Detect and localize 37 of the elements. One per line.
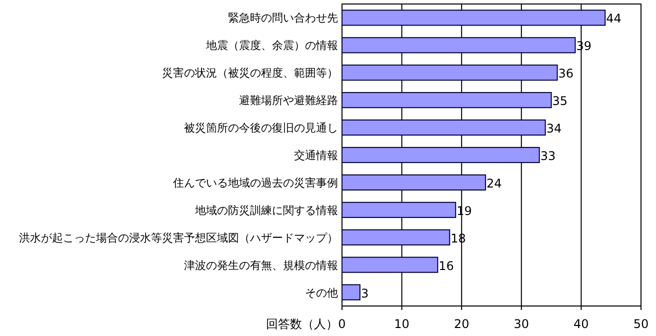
y-tick-label: 災害の状況（被災の程度、範囲等） [162,66,338,80]
bar [342,92,552,108]
bar [342,64,558,81]
y-tick-label: 地震（震度、余震）の情報 [205,39,338,52]
bar [342,146,540,164]
bar [342,284,360,300]
bar [342,119,546,136]
data-label: 34 [546,122,562,136]
y-tick-label: 住んでいる地域の過去の災害事例 [173,176,338,190]
bar [342,37,576,54]
bar [342,229,450,246]
data-label: 3 [360,286,369,300]
x-tick-label: 30 [514,317,530,331]
data-label: 44 [606,12,622,26]
bar [342,202,456,218]
y-tick-label: その他 [305,286,338,300]
data-label: 36 [558,66,574,81]
x-tick-label: 20 [454,317,470,331]
x-axis-title: 回答数（人） [266,317,338,331]
bar [342,10,606,26]
data-label: 24 [486,176,502,190]
y-tick-label: 洪水が起こった場合の浸水等災害予想区域図（ハザードマップ） [19,231,338,244]
x-tick-label: 50 [633,317,649,331]
data-label: 33 [540,149,556,163]
x-tick-label: 40 [574,317,589,331]
bar [342,174,486,191]
y-tick-label: 地域の防災訓練に関する情報 [194,204,338,217]
y-tick-label: 避難場所や避難経路 [239,94,338,108]
x-tick-label: 0 [338,317,346,331]
data-label: 16 [438,258,454,273]
bar [342,256,438,273]
data-label: 35 [552,94,568,108]
y-tick-label: 津波の発生の有無、規模の情報 [184,258,338,272]
x-tick-label: 10 [394,317,410,331]
y-tick-label: 被災箇所の今後の復旧の見通し [184,122,338,135]
y-tick-label: 緊急時の問い合わせ先 [228,12,338,25]
y-tick-label: 交通情報 [294,149,338,162]
